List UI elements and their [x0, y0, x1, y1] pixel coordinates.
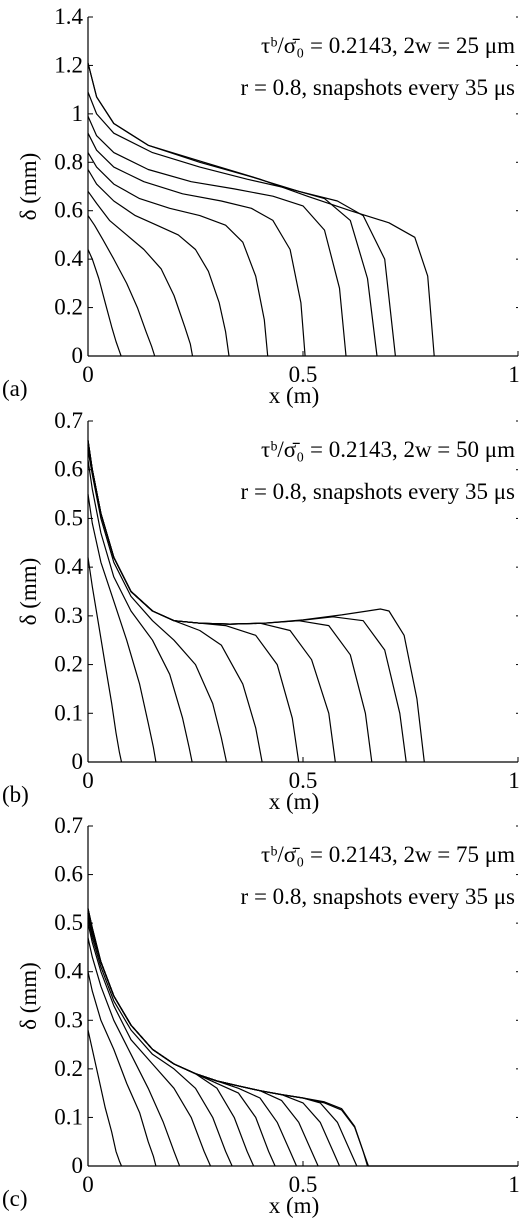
y-axis-label: δ (mm) [16, 558, 41, 626]
series-line-2 [87, 215, 156, 357]
annotation-line-1: τᵇ/σ̄₀ = 0.2143, 2w = 75 μm [261, 842, 515, 867]
series-line-3 [87, 459, 193, 763]
y-tick-label: 0.5 [54, 505, 83, 530]
y-tick-label: 1 [72, 101, 84, 126]
y-tick-label: 0.1 [54, 700, 83, 725]
series-line-3 [87, 937, 181, 1167]
annotation-line-2: r = 0.8, snapshots every 35 μs [241, 479, 515, 504]
series-line-7 [87, 913, 276, 1167]
series-line-9 [87, 62, 396, 357]
x-tick-label: 0 [82, 1172, 94, 1197]
series-line-4 [87, 450, 228, 763]
y-tick-label: 0.4 [54, 554, 83, 579]
series-line-6 [87, 913, 255, 1167]
series-line-1 [87, 557, 123, 763]
y-tick-label: 1.2 [54, 52, 83, 77]
chart-panel-2: 0 0.1 0.2 0.3 0.4 0.5 0.6 0.7 0 0.5 1 x (m) δ (mm) (b… [2, 408, 519, 814]
y-tick-label: 0.8 [54, 149, 83, 174]
y-tick-label: 0 [72, 749, 84, 774]
panel-label: (b) [2, 782, 29, 807]
y-tick-label: 0.5 [54, 910, 83, 935]
series-line-10 [87, 62, 435, 357]
series-line-2 [87, 971, 157, 1167]
series-line-4 [87, 169, 230, 357]
series-line-3 [87, 190, 194, 357]
y-tick-label: 0.1 [54, 1104, 83, 1129]
annotation-line-2: r = 0.8, snapshots every 35 μs [241, 884, 515, 909]
x-tick-label: 0 [82, 768, 94, 793]
x-tick-label: 0 [82, 362, 94, 387]
y-axis-label: δ (mm) [16, 962, 41, 1030]
series-line-5 [87, 918, 233, 1167]
chart-panel-3: 0 0.1 0.2 0.3 0.4 0.5 0.6 0.7 0 0.5 1 x (m) δ (mm) (c… [2, 813, 519, 1218]
annotation-line-1: τᵇ/σ̄₀ = 0.2143, 2w = 50 μm [261, 437, 515, 462]
series-line-5 [87, 152, 269, 357]
y-axis-label: δ (mm) [16, 153, 41, 221]
series-line-2 [87, 494, 157, 763]
y-tick-label: 0.4 [54, 246, 83, 271]
x-tick-label: 0.5 [289, 768, 318, 793]
annotation-line-1: τᵇ/σ̄₀ = 0.2143, 2w = 25 μm [261, 33, 515, 58]
x-tick-label: 0.5 [289, 362, 318, 387]
y-tick-label: 0.2 [54, 652, 83, 677]
y-tick-label: 0 [72, 1153, 84, 1178]
y-tick-label: 0.7 [54, 813, 83, 838]
series-line-8 [87, 913, 298, 1167]
series-line-9 [87, 913, 319, 1167]
y-tick-label: 0.3 [54, 1007, 83, 1032]
series-line-6 [87, 132, 306, 357]
x-tick-label: 1 [508, 1172, 519, 1197]
x-axis-label: x (m) [269, 789, 319, 814]
series-line-11 [87, 908, 358, 1167]
series-line-13 [87, 908, 518, 1167]
annotation-line-2: r = 0.8, snapshots every 35 μs [241, 75, 515, 100]
panel-label: (a) [2, 376, 28, 401]
y-tick-label: 0.3 [54, 603, 83, 628]
x-tick-label: 0.5 [289, 1172, 318, 1197]
y-tick-label: 0.2 [54, 295, 83, 320]
y-tick-label: 0.6 [54, 862, 83, 887]
series-line-1 [87, 1029, 123, 1167]
series-line-10 [87, 440, 425, 763]
y-tick-label: 0.6 [54, 457, 83, 482]
x-tick-label: 1 [508, 768, 519, 793]
series-line-1 [87, 249, 122, 357]
y-tick-label: 0.2 [54, 1056, 83, 1081]
y-tick-label: 0.7 [54, 408, 83, 433]
panel-label: (c) [2, 1186, 28, 1211]
series-line-7 [87, 116, 347, 357]
y-tick-label: 0.6 [54, 198, 83, 223]
y-tick-label: 0.4 [54, 959, 83, 984]
chart-panel-1: 0 0.2 0.4 0.6 0.8 1 1.2 1.4 0 0.5 1 x (m) δ (mm) (a) τ… [2, 4, 519, 408]
x-axis-label: x (m) [269, 1193, 319, 1218]
y-tick-label: 0 [72, 343, 84, 368]
y-tick-label: 1.4 [54, 4, 83, 29]
series-line-8 [87, 91, 378, 357]
x-axis-label: x (m) [269, 383, 319, 408]
series-line-4 [87, 922, 212, 1167]
x-tick-label: 1 [508, 362, 519, 387]
